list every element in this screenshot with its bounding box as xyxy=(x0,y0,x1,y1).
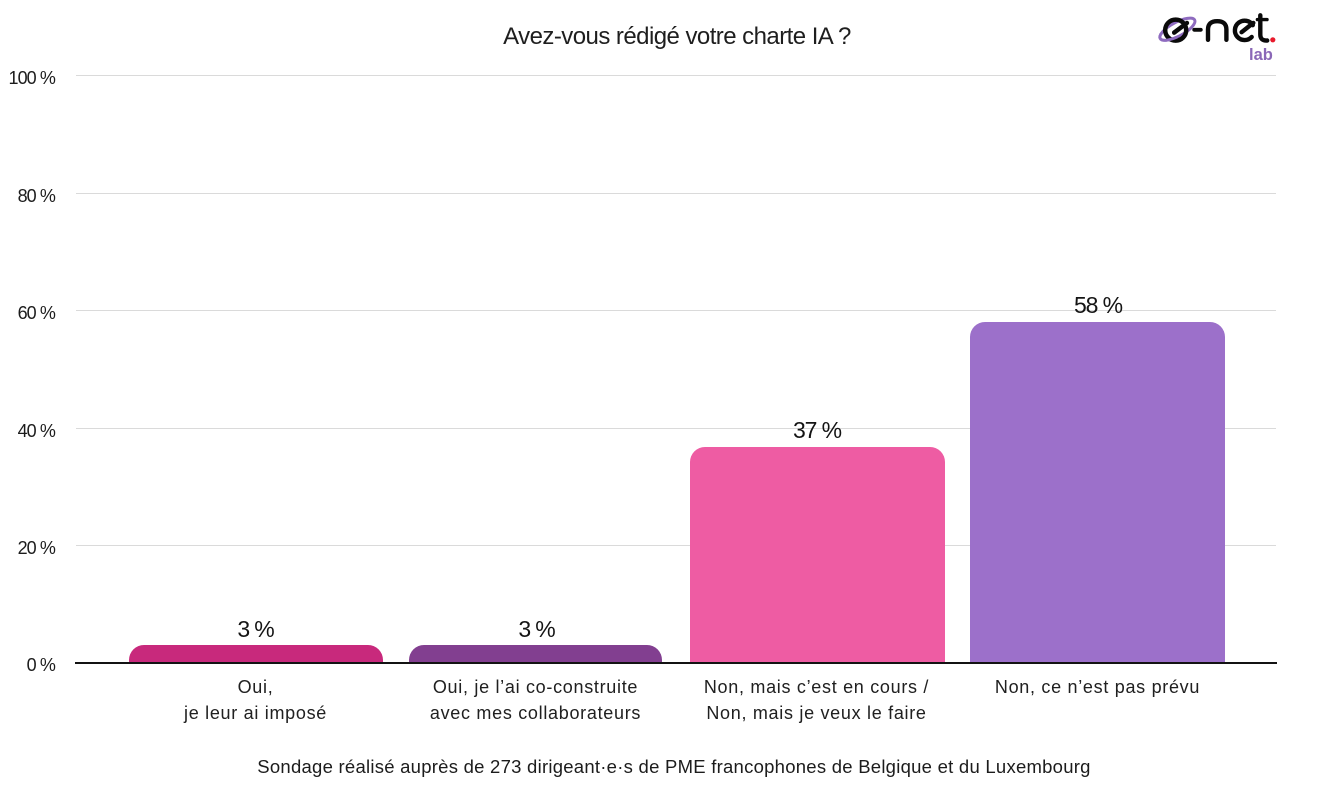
svg-text:lab: lab xyxy=(1249,46,1273,62)
